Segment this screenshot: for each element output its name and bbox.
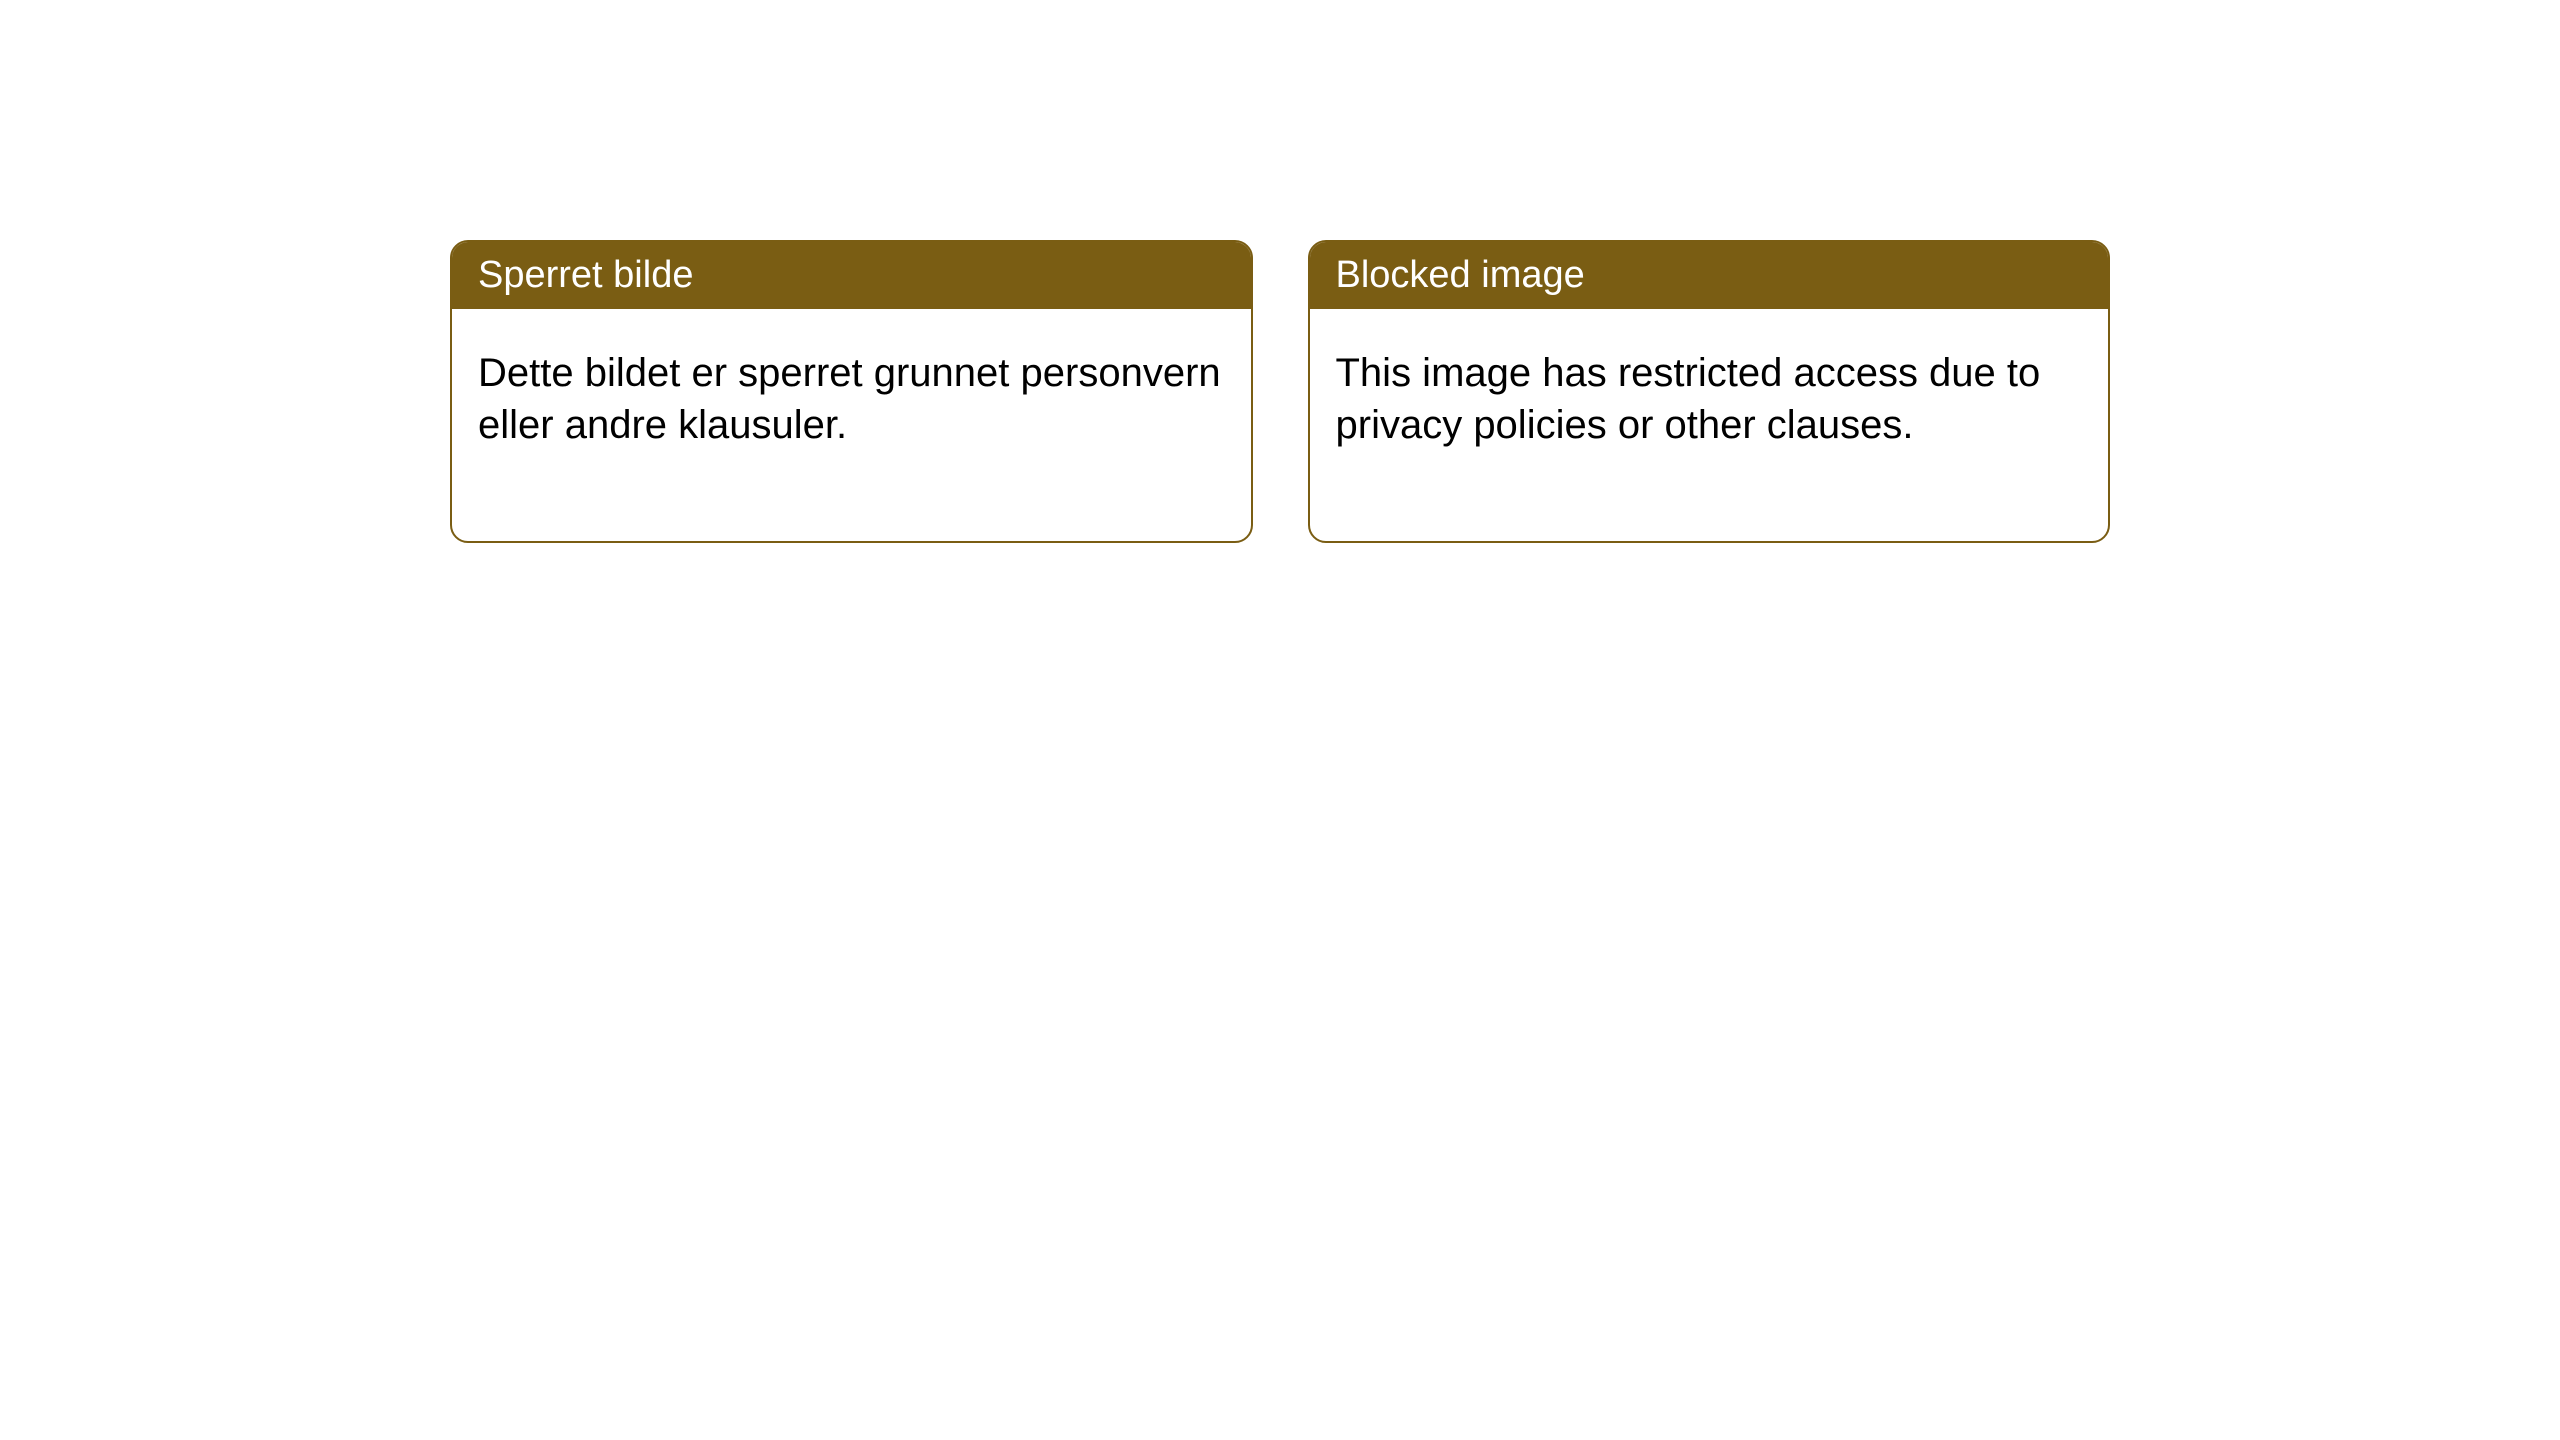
notice-body: Dette bildet er sperret grunnet personve… <box>452 309 1251 541</box>
notice-card-norwegian: Sperret bilde Dette bildet er sperret gr… <box>450 240 1253 543</box>
notice-header-text: Blocked image <box>1336 254 1585 296</box>
notice-header: Blocked image <box>1310 242 2109 309</box>
notice-header: Sperret bilde <box>452 242 1251 309</box>
notice-body-text: This image has restricted access due to … <box>1336 351 2041 447</box>
notice-body-text: Dette bildet er sperret grunnet personve… <box>478 351 1221 447</box>
notice-card-english: Blocked image This image has restricted … <box>1308 240 2111 543</box>
notice-body: This image has restricted access due to … <box>1310 309 2109 541</box>
notice-header-text: Sperret bilde <box>478 254 693 296</box>
